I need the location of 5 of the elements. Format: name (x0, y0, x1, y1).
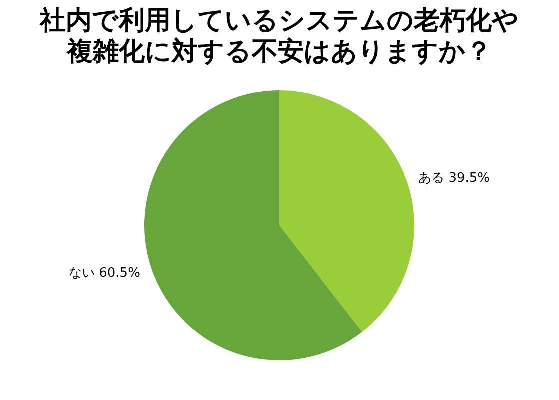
chart-title: 社内で利用しているシステムの老朽化や複雑化に対する不安はありますか？ (39, 6, 519, 67)
pie-slice (280, 90, 414, 332)
slice-label: ある 39.5% (418, 170, 490, 186)
slice-label: ない 60.5% (68, 266, 140, 282)
pie-slice (144, 90, 362, 360)
